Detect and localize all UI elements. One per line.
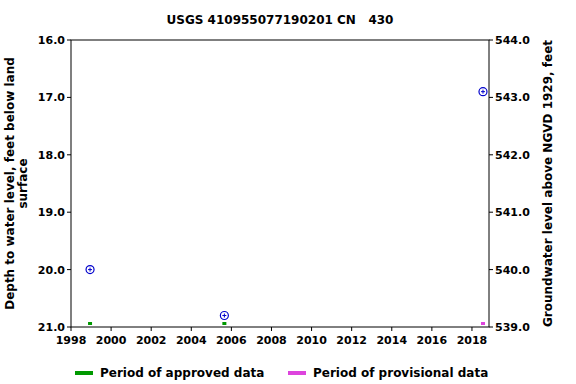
y-tick <box>67 269 71 270</box>
x-tick <box>151 327 152 331</box>
y-tick-label: 17.0 <box>38 91 65 104</box>
y2-tick-label: 543.0 <box>495 91 530 104</box>
y-tick <box>67 40 71 41</box>
y2-tick-label: 541.0 <box>495 206 530 219</box>
y2-tick <box>489 154 493 155</box>
y-axis-label: Depth to water level, feet below land <box>3 57 17 310</box>
y-tick <box>67 154 71 155</box>
legend-swatch <box>288 371 306 375</box>
data-point <box>479 88 487 96</box>
y-tick <box>67 97 71 98</box>
y2-axis-label: Groundwater level above NGVD 1929, feet <box>541 40 555 327</box>
x-tick-label: 2018 <box>457 334 488 347</box>
plot-data <box>86 88 487 325</box>
x-tick <box>311 327 312 331</box>
y-axis-label: surface <box>16 158 30 208</box>
x-tick <box>351 327 352 331</box>
y2-tick-label: 544.0 <box>495 34 530 47</box>
x-tick <box>431 327 432 331</box>
y2-tick-label: 539.0 <box>495 321 530 334</box>
x-tick <box>191 327 192 331</box>
x-tick <box>231 327 232 331</box>
period-mark <box>481 322 485 325</box>
y-tick <box>67 212 71 213</box>
data-point <box>220 312 228 320</box>
y2-tick <box>489 97 493 98</box>
y-tick <box>67 327 71 328</box>
y2-tick <box>489 212 493 213</box>
y-tick-label: 20.0 <box>38 264 65 277</box>
x-tick-label: 1998 <box>56 334 87 347</box>
y-tick-label: 21.0 <box>38 321 65 334</box>
x-tick <box>111 327 112 331</box>
x-tick-label: 2000 <box>96 334 127 347</box>
legend-swatch <box>75 371 93 375</box>
x-tick-label: 2006 <box>216 334 247 347</box>
y-tick-label: 16.0 <box>38 34 65 47</box>
x-tick <box>391 327 392 331</box>
legend-label: Period of approved data <box>100 366 264 380</box>
y2-tick-label: 542.0 <box>495 149 530 162</box>
y2-tick <box>489 327 493 328</box>
y-tick-label: 18.0 <box>38 149 65 162</box>
x-tick <box>71 327 72 331</box>
x-tick <box>471 327 472 331</box>
period-mark <box>222 322 226 325</box>
data-point <box>86 266 94 274</box>
x-tick-label: 2004 <box>176 334 207 347</box>
y2-tick-label: 540.0 <box>495 264 530 277</box>
y2-tick <box>489 269 493 270</box>
y-tick-label: 19.0 <box>38 206 65 219</box>
x-tick-label: 2008 <box>256 334 287 347</box>
x-tick-label: 2012 <box>336 334 367 347</box>
y2-tick <box>489 40 493 41</box>
legend-label: Period of provisional data <box>313 366 488 380</box>
x-tick-label: 2002 <box>136 334 167 347</box>
period-mark <box>88 322 92 325</box>
x-tick-label: 2010 <box>296 334 327 347</box>
plot-frame <box>71 40 489 327</box>
x-tick <box>271 327 272 331</box>
x-tick-label: 2014 <box>376 334 407 347</box>
x-tick-label: 2016 <box>417 334 448 347</box>
title: USGS 410955077190201 CN 430 <box>167 13 394 27</box>
chart: USGS 410955077190201 CN 430 1998 2000 2002 2… <box>0 0 576 384</box>
